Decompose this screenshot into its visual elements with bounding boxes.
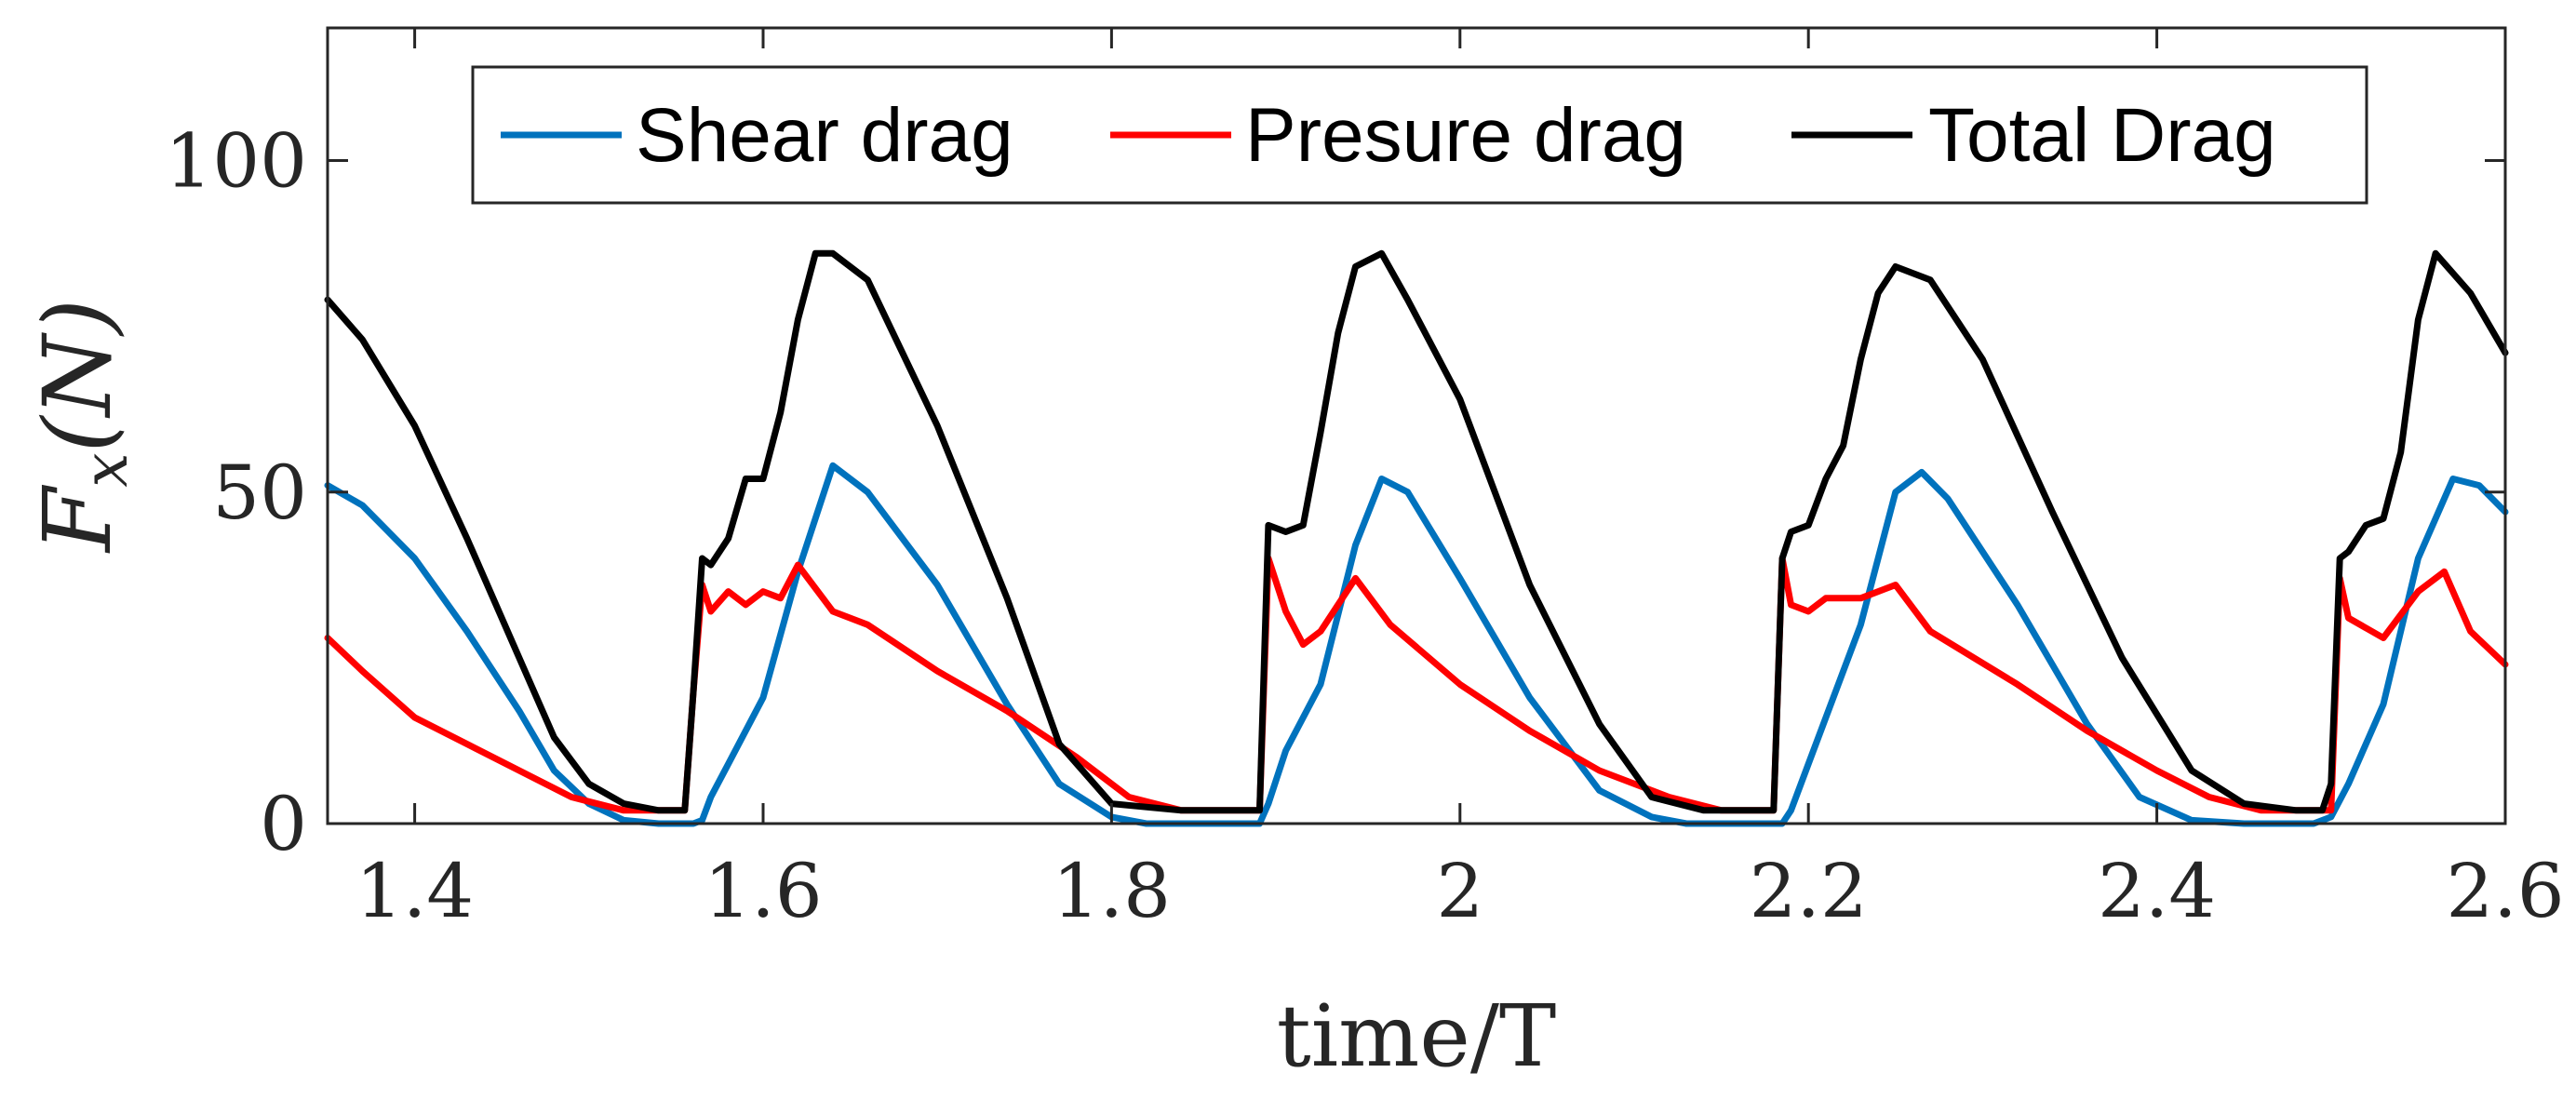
plot-area-frame	[326, 26, 2507, 825]
legend-label-presure-drag: Presure drag	[1245, 93, 1686, 178]
x-axis-label: time/T	[1277, 986, 1556, 1086]
y-axis-label-main: F	[23, 484, 132, 554]
tick-label-layer: 1.4 1.6 1.8 2 2.2 2.4 2.6 0 50 100	[165, 118, 2564, 935]
y-axis-label-subscript: x	[70, 452, 141, 487]
y-axis-label-unit: (N)	[23, 299, 132, 453]
y-axis-label: Fx(N)	[23, 299, 141, 554]
legend-label-total-drag: Total Drag	[1928, 93, 2276, 178]
x-tick-label: 2.6	[2446, 848, 2564, 934]
x-tick-label: 1.8	[1053, 848, 1171, 934]
tick-layer	[328, 28, 2507, 825]
y-tick-label: 50	[212, 449, 307, 536]
x-tick-label: 2	[1436, 848, 1483, 934]
legend: Shear drag Presure drag Total Drag	[471, 65, 2368, 205]
x-tick-label: 1.6	[704, 848, 822, 934]
x-tick-label: 2.2	[1750, 848, 1868, 934]
legend-label-shear-drag: Shear drag	[636, 93, 1013, 178]
legend-box	[471, 65, 2368, 205]
x-tick-label: 2.4	[2098, 848, 2216, 934]
y-tick-label: 0	[260, 781, 307, 867]
svg-text:Fx(N): Fx(N)	[23, 299, 141, 554]
x-tick-label: 1.4	[356, 848, 474, 934]
series-line-total-drag	[324, 249, 2509, 814]
y-tick-label: 100	[165, 118, 307, 205]
